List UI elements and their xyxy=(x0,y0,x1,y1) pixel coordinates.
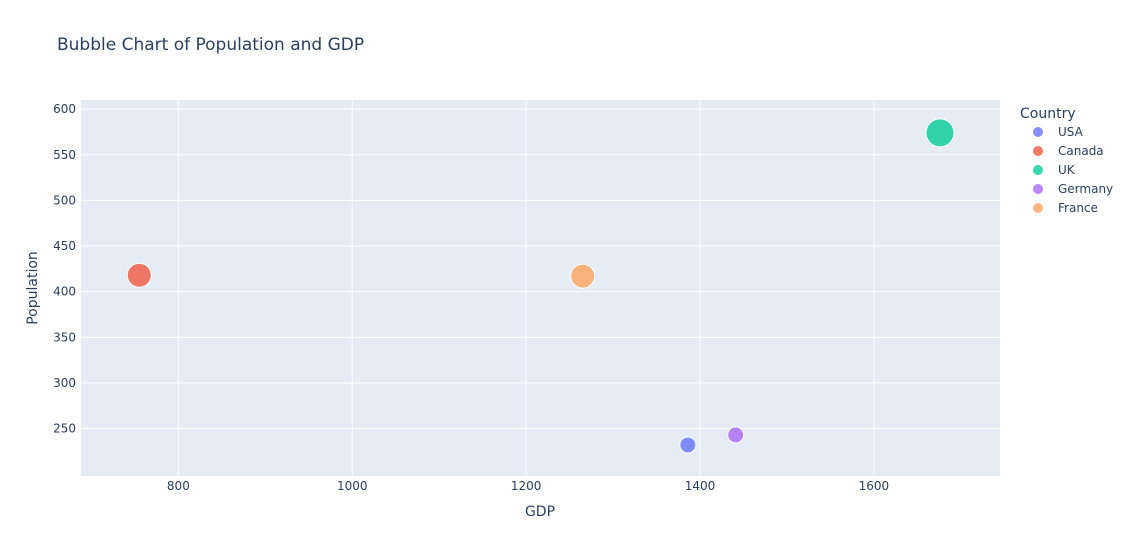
x-tick-label: 1200 xyxy=(511,479,542,493)
x-tick-label: 1400 xyxy=(685,479,716,493)
y-tick-label: 600 xyxy=(53,102,76,116)
y-tick-label: 550 xyxy=(53,148,76,162)
legend-label-canada[interactable]: Canada xyxy=(1058,144,1104,158)
legend-label-usa[interactable]: USA xyxy=(1058,125,1084,139)
bubble-canada[interactable] xyxy=(126,262,152,288)
legend[interactable]: Country USA Canada UK Germany France xyxy=(1020,106,1113,215)
grid-layer xyxy=(81,100,1000,476)
legend-title: Country xyxy=(1020,106,1076,122)
tick-layer: 800 1000 1200 1400 1600 250 300 350 400 450 500 550… xyxy=(53,102,889,493)
legend-marker-canada[interactable] xyxy=(1033,146,1043,156)
y-tick-label: 300 xyxy=(53,376,76,390)
bubble-layer xyxy=(126,118,955,454)
x-axis-title: GDP xyxy=(525,504,555,520)
legend-marker-usa[interactable] xyxy=(1033,127,1043,137)
chart-title: Bubble Chart of Population and GDP xyxy=(57,35,364,55)
legend-marker-uk[interactable] xyxy=(1033,165,1043,175)
y-tick-label: 350 xyxy=(53,330,76,344)
legend-label-uk[interactable]: UK xyxy=(1058,163,1076,177)
bubble-uk[interactable] xyxy=(925,118,955,148)
legend-label-germany[interactable]: Germany xyxy=(1058,182,1113,196)
bubble-france[interactable] xyxy=(570,263,596,289)
y-tick-label: 400 xyxy=(53,285,76,299)
x-tick-label: 1000 xyxy=(337,479,368,493)
y-axis-title: Population xyxy=(25,251,41,325)
plot-background xyxy=(81,100,1000,476)
bubble-usa[interactable] xyxy=(679,436,697,454)
legend-label-france[interactable]: France xyxy=(1058,201,1098,215)
x-tick-label: 800 xyxy=(167,479,190,493)
legend-marker-germany[interactable] xyxy=(1033,184,1043,194)
x-tick-label: 1600 xyxy=(859,479,890,493)
y-tick-label: 250 xyxy=(53,422,76,436)
bubble-germany[interactable] xyxy=(727,426,745,444)
y-tick-label: 450 xyxy=(53,239,76,253)
legend-marker-france[interactable] xyxy=(1033,203,1043,213)
y-tick-label: 500 xyxy=(53,193,76,207)
